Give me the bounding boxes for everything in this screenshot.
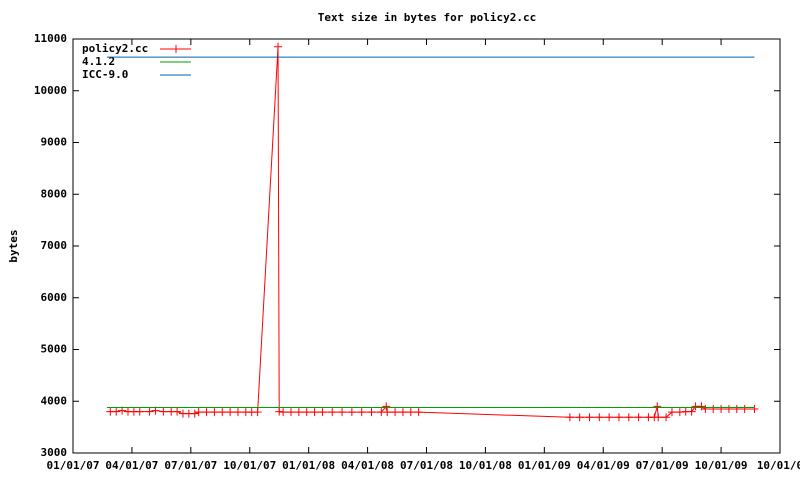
y-tick-label: 3000 <box>41 446 68 459</box>
point-marker <box>653 402 662 411</box>
legend-label: policy2.cc <box>82 42 148 55</box>
point-marker <box>302 408 311 417</box>
point-marker <box>709 405 718 414</box>
point-marker <box>675 408 684 417</box>
point-marker <box>575 413 584 422</box>
chart-title: Text size in bytes for policy2.cc <box>318 11 537 24</box>
x-tick-label: 10/01/09 <box>695 459 748 472</box>
point-marker <box>145 407 154 416</box>
point-marker <box>112 407 121 416</box>
point-marker <box>310 408 319 417</box>
y-tick-label: 9000 <box>41 136 68 149</box>
point-marker <box>406 408 415 417</box>
x-tick-label: 10/01/0 <box>757 459 800 472</box>
x-tick-label: 10/01/07 <box>223 459 276 472</box>
x-tick-label: 04/01/08 <box>341 459 394 472</box>
point-marker <box>275 407 284 416</box>
point-marker <box>654 413 663 422</box>
y-axis-label: bytes <box>7 229 20 262</box>
x-tick-label: 04/01/07 <box>105 459 158 472</box>
point-marker <box>253 408 262 417</box>
point-marker <box>662 413 671 422</box>
point-marker <box>367 408 376 417</box>
x-tick-label: 04/01/09 <box>577 459 630 472</box>
point-marker <box>724 405 733 414</box>
point-marker <box>595 413 604 422</box>
legend-label: 4.1.2 <box>82 55 115 68</box>
point-marker <box>135 407 144 416</box>
x-tick-label: 10/01/08 <box>459 459 512 472</box>
point-marker <box>614 413 623 422</box>
x-tick-label: 01/01/08 <box>282 459 335 472</box>
x-tick-label: 07/01/09 <box>636 459 689 472</box>
x-tick-label: 07/01/08 <box>400 459 453 472</box>
point-marker <box>357 408 366 417</box>
point-marker <box>226 408 235 417</box>
x-tick-label: 07/01/07 <box>164 459 217 472</box>
point-marker <box>717 405 726 414</box>
point-marker <box>194 408 203 417</box>
point-marker <box>687 407 696 416</box>
point-marker <box>701 405 710 414</box>
y-tick-label: 4000 <box>41 394 68 407</box>
point-marker <box>382 402 391 411</box>
point-marker <box>398 408 407 417</box>
y-tick-label: 6000 <box>41 291 68 304</box>
point-marker <box>732 405 741 414</box>
point-marker <box>383 408 392 417</box>
point-marker <box>286 408 295 417</box>
point-marker <box>624 413 633 422</box>
legend-marker <box>172 45 180 53</box>
point-marker <box>347 408 356 417</box>
y-tick-label: 11000 <box>34 32 67 45</box>
point-marker <box>294 408 303 417</box>
point-marker <box>202 408 211 417</box>
point-marker <box>740 405 749 414</box>
point-marker <box>391 408 400 417</box>
point-marker <box>159 407 168 416</box>
point-marker <box>338 408 347 417</box>
point-marker <box>634 413 643 422</box>
point-marker <box>585 413 594 422</box>
y-tick-label: 7000 <box>41 239 68 252</box>
x-tick-label: 01/01/09 <box>518 459 571 472</box>
point-marker <box>565 413 574 422</box>
x-tick-label: 01/01/07 <box>47 459 100 472</box>
point-marker <box>318 408 327 417</box>
point-marker <box>173 407 182 416</box>
point-marker <box>218 408 227 417</box>
point-marker <box>190 409 199 418</box>
point-marker <box>233 408 242 417</box>
y-tick-label: 5000 <box>41 343 68 356</box>
point-marker <box>328 408 337 417</box>
point-marker <box>605 413 614 422</box>
point-marker <box>274 42 283 51</box>
y-tick-label: 8000 <box>41 187 68 200</box>
legend-label: ICC-9.0 <box>82 68 128 81</box>
point-marker <box>210 408 219 417</box>
point-marker <box>279 408 288 417</box>
point-marker <box>667 408 676 417</box>
point-marker <box>414 408 423 417</box>
y-tick-label: 10000 <box>34 84 67 97</box>
point-marker <box>750 405 759 414</box>
